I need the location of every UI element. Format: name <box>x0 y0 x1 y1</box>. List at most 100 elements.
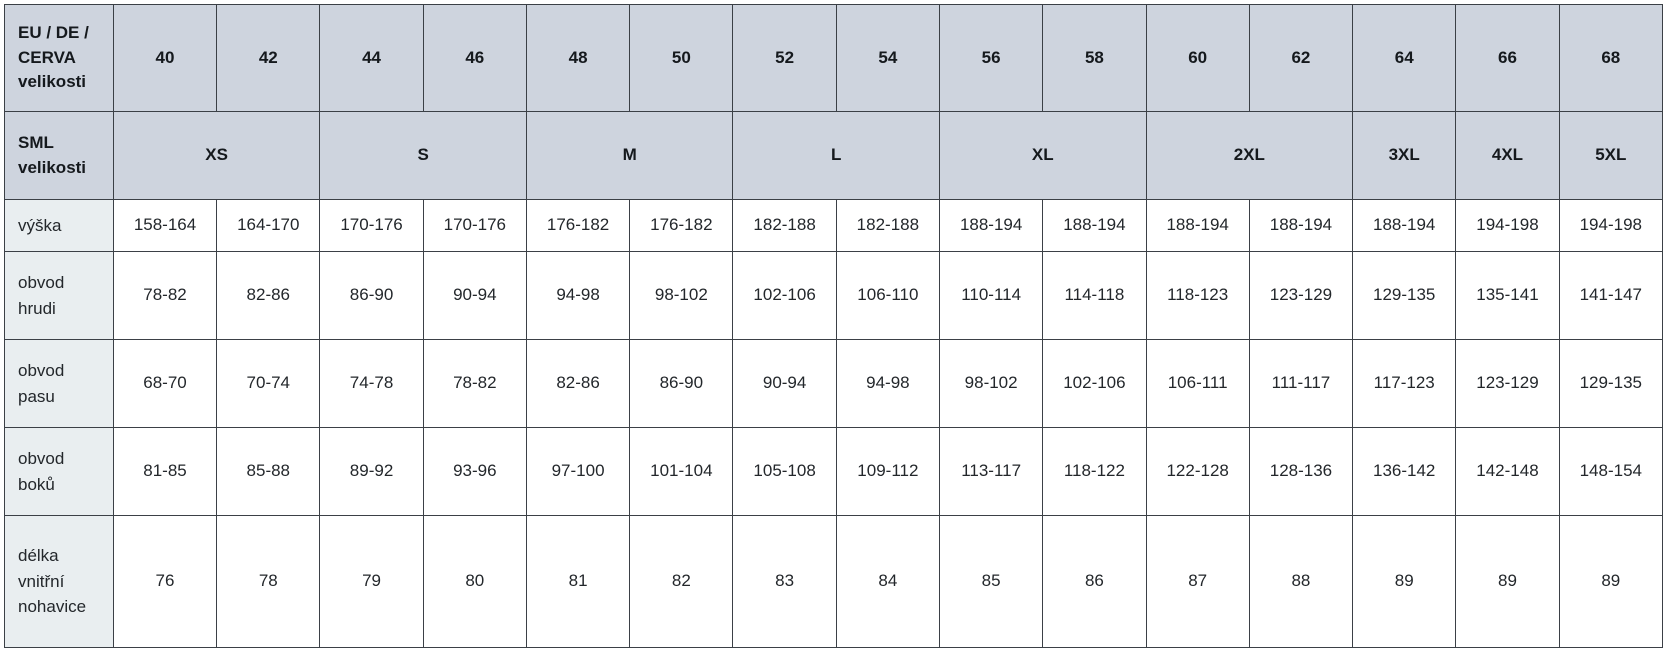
table-cell: 93-96 <box>422 427 527 516</box>
header-cell-eu-size: 64 <box>1352 4 1457 112</box>
table-cell: 90-94 <box>422 251 527 340</box>
table-cell: 89 <box>1455 515 1560 648</box>
table-cell: 188-194 <box>1352 199 1457 252</box>
table-cell: 118-122 <box>1042 427 1147 516</box>
table-cell: 81 <box>525 515 631 648</box>
header-cell-sml-size: XL <box>939 111 1147 200</box>
table-cell: 90-94 <box>732 339 837 428</box>
table-cell: 123-129 <box>1248 251 1354 340</box>
table-cell: 194-198 <box>1558 199 1664 252</box>
label-line: hrudi <box>18 298 56 318</box>
header-cell-sml-size: 4XL <box>1455 111 1560 200</box>
table-cell: 82-86 <box>216 251 321 340</box>
table-cell: 102-106 <box>1042 339 1147 428</box>
table-row: obvod hrudi 78-82 82-86 86-90 90-94 94-98 98-10… <box>4 251 1664 340</box>
header-cell-eu-size: 42 <box>216 4 321 112</box>
table-cell: 109-112 <box>835 427 941 516</box>
header-cell-eu-size: 56 <box>938 4 1044 112</box>
label-line: boků <box>18 474 55 494</box>
table-cell: 78-82 <box>422 339 527 428</box>
table-cell: 129-135 <box>1558 339 1664 428</box>
header-cell-eu-size: 68 <box>1558 4 1664 112</box>
header-cell-eu-size: 52 <box>732 4 837 112</box>
table-cell: 136-142 <box>1352 427 1457 516</box>
table-cell: 105-108 <box>732 427 837 516</box>
table-cell: 118-123 <box>1145 251 1250 340</box>
header-cell-eu-size: 66 <box>1455 4 1560 112</box>
table-cell: 170-176 <box>319 199 424 252</box>
table-cell: 188-194 <box>1248 199 1354 252</box>
table-cell: 113-117 <box>938 427 1044 516</box>
label-line: velikosti <box>18 72 87 92</box>
table-cell: 102-106 <box>732 251 837 340</box>
table-body: výška 158-164 164-170 170-176 170-176 176-182… <box>4 199 1664 648</box>
label-line: CERVA <box>18 47 76 67</box>
table-cell: 182-188 <box>835 199 941 252</box>
table-cell: 188-194 <box>1042 199 1147 252</box>
header-cell-eu-size: 44 <box>319 4 424 112</box>
row-label-1: obvod hrudi <box>4 251 114 340</box>
table-cell: 110-114 <box>938 251 1044 340</box>
header-cell-eu-size: 50 <box>629 4 734 112</box>
header-label-sml-sizes: SML velikosti <box>4 111 114 200</box>
table-cell: 101-104 <box>629 427 734 516</box>
table-cell: 98-102 <box>629 251 734 340</box>
table-cell: 142-148 <box>1455 427 1560 516</box>
table-cell: 85 <box>938 515 1044 648</box>
header-cell-eu-size: 62 <box>1248 4 1354 112</box>
table-cell: 194-198 <box>1455 199 1560 252</box>
header-cell-eu-size: 48 <box>525 4 631 112</box>
row-label-2: obvod pasu <box>4 339 114 428</box>
table-cell: 129-135 <box>1352 251 1457 340</box>
size-chart-table: EU / DE / CERVA velikosti 40 42 44 46 48 50 52 54… <box>4 4 1664 648</box>
table-cell: 89 <box>1352 515 1457 648</box>
table-cell: 148-154 <box>1558 427 1664 516</box>
header-cell-sml-size: 2XL <box>1145 111 1354 200</box>
row-label-4: délka vnitřní nohavice <box>4 515 114 648</box>
table-cell: 114-118 <box>1042 251 1147 340</box>
header-cell-sml-size: S <box>319 111 527 200</box>
table-cell: 88 <box>1248 515 1354 648</box>
table-cell: 83 <box>732 515 837 648</box>
table-cell: 86 <box>1042 515 1147 648</box>
header-cell-eu-size: 58 <box>1042 4 1147 112</box>
header-cell-sml-size: 5XL <box>1558 111 1664 200</box>
table-cell: 182-188 <box>732 199 837 252</box>
header-row-sml-sizes: SML velikosti XS S M L XL 2XL 3XL 4XL 5XL <box>4 111 1664 200</box>
row-label-3: obvod boků <box>4 427 114 516</box>
table-cell: 82-86 <box>525 339 631 428</box>
header-cell-eu-size: 40 <box>112 4 218 112</box>
label-line: SML <box>18 132 54 152</box>
table-cell: 106-110 <box>835 251 941 340</box>
header-cell-eu-size: 60 <box>1145 4 1250 112</box>
header-label-eu-sizes: EU / DE / CERVA velikosti <box>4 4 114 112</box>
row-label-0: výška <box>4 199 114 252</box>
table-cell: 98-102 <box>938 339 1044 428</box>
table-cell: 94-98 <box>835 339 941 428</box>
table-cell: 89-92 <box>319 427 424 516</box>
table-cell: 122-128 <box>1145 427 1250 516</box>
header-cell-eu-size: 46 <box>422 4 527 112</box>
table-cell: 188-194 <box>1145 199 1250 252</box>
table-cell: 97-100 <box>525 427 631 516</box>
table-row: obvod pasu 68-70 70-74 74-78 78-82 82-86 86-90 9… <box>4 339 1664 428</box>
table-cell: 176-182 <box>525 199 631 252</box>
table-cell: 87 <box>1145 515 1250 648</box>
header-row-eu-sizes: EU / DE / CERVA velikosti 40 42 44 46 48 50 52 54… <box>4 4 1664 112</box>
table-cell: 74-78 <box>319 339 424 428</box>
table-cell: 128-136 <box>1248 427 1354 516</box>
table-cell: 68-70 <box>112 339 218 428</box>
table-cell: 123-129 <box>1455 339 1560 428</box>
table-row: obvod boků 81-85 85-88 89-92 93-96 97-100 101-1… <box>4 427 1664 516</box>
table-cell: 106-111 <box>1145 339 1250 428</box>
table-cell: 79 <box>319 515 424 648</box>
table-cell: 86-90 <box>319 251 424 340</box>
table-cell: 76 <box>112 515 218 648</box>
header-cell-eu-size: 54 <box>835 4 941 112</box>
table-row: výška 158-164 164-170 170-176 170-176 176-182… <box>4 199 1664 252</box>
table-cell: 78 <box>216 515 321 648</box>
label-line: obvod <box>18 273 65 292</box>
table-cell: 111-117 <box>1248 339 1354 428</box>
label-line: pasu <box>18 386 55 406</box>
